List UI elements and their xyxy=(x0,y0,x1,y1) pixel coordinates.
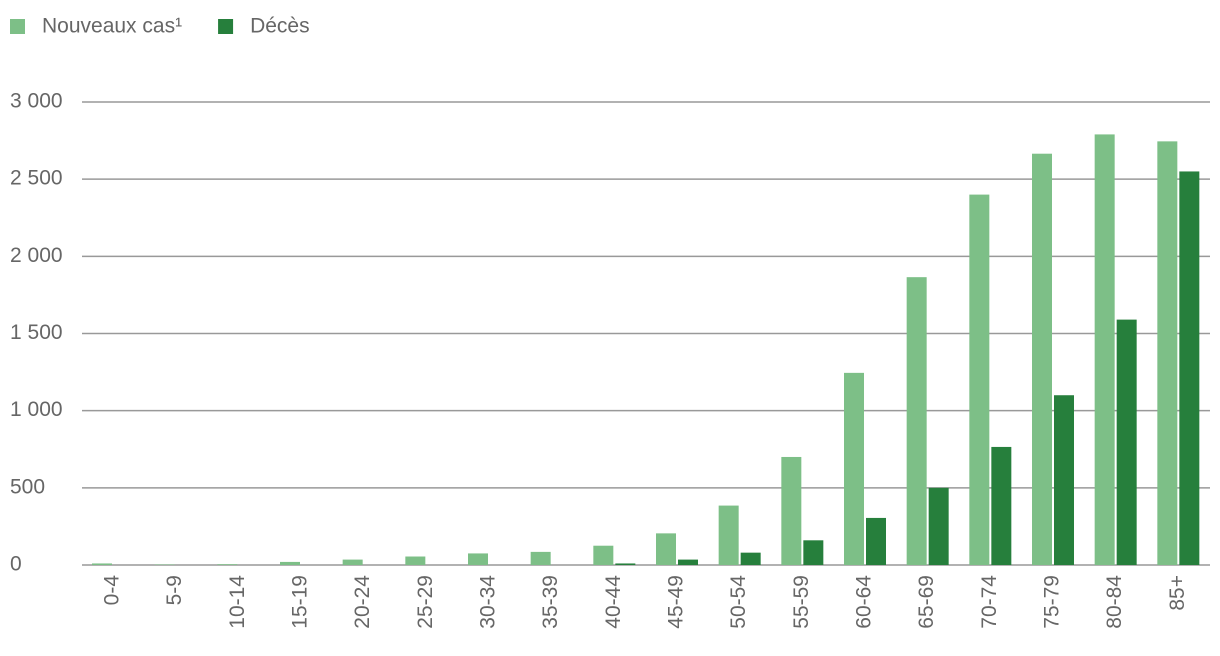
bar xyxy=(991,446,1012,565)
bar xyxy=(866,517,886,565)
bar xyxy=(342,559,363,565)
legend-swatch xyxy=(218,19,234,34)
x-tick-label: 45-49 xyxy=(665,575,688,629)
x-tick-label: 80-84 xyxy=(1103,575,1126,629)
x-tick-label: 0-4 xyxy=(101,575,124,606)
x-tick-label: 15-19 xyxy=(289,575,312,629)
legend-label: Nouveaux cas¹ xyxy=(42,15,182,38)
x-tick-label: 50-54 xyxy=(727,575,750,629)
bar xyxy=(969,194,990,565)
bar xyxy=(1032,153,1052,565)
bar xyxy=(217,564,238,565)
bar xyxy=(92,563,112,565)
x-tick-label: 40-44 xyxy=(602,575,625,629)
bar xyxy=(1116,319,1137,565)
x-tick-label: 10-14 xyxy=(226,575,249,629)
x-tick-label: 85+ xyxy=(1166,575,1189,611)
x-tick-label: 30-34 xyxy=(477,575,500,629)
bar xyxy=(530,551,551,565)
bar xyxy=(928,487,949,565)
bar xyxy=(678,559,698,565)
bar xyxy=(593,545,614,565)
x-tick-label: 65-69 xyxy=(915,575,938,629)
y-tick-label: 1 500 xyxy=(10,321,63,344)
x-tick-label: 55-59 xyxy=(790,575,813,629)
y-tick-label: 0 xyxy=(10,553,22,576)
bar xyxy=(1179,171,1200,565)
bar xyxy=(468,553,488,565)
x-tick-label: 35-39 xyxy=(539,575,562,629)
bar xyxy=(803,540,824,565)
x-tick-label: 60-64 xyxy=(853,575,876,629)
bar xyxy=(781,456,802,565)
x-tick-label: 25-29 xyxy=(414,575,437,629)
bar xyxy=(656,533,676,565)
x-tick-label: 70-74 xyxy=(978,575,1001,629)
legend-swatch xyxy=(10,19,25,34)
y-tick-label: 3 000 xyxy=(10,90,63,113)
bar xyxy=(1157,141,1178,566)
bar xyxy=(740,552,761,565)
bar xyxy=(615,563,636,565)
bar xyxy=(1094,134,1115,565)
x-tick-label: 75-79 xyxy=(1041,575,1064,629)
y-tick-label: 2 000 xyxy=(10,244,63,267)
x-tick-label: 20-24 xyxy=(351,575,374,629)
bar xyxy=(844,372,864,565)
y-tick-label: 2 500 xyxy=(10,167,63,190)
bar xyxy=(718,505,739,565)
bar xyxy=(280,561,300,565)
bar xyxy=(906,277,927,565)
legend-label: Décès xyxy=(250,15,310,38)
y-tick-label: 500 xyxy=(10,475,45,498)
bar xyxy=(1054,395,1074,565)
x-tick-label: 5-9 xyxy=(163,575,186,605)
y-tick-label: 1 000 xyxy=(10,398,63,421)
bar xyxy=(405,556,426,565)
